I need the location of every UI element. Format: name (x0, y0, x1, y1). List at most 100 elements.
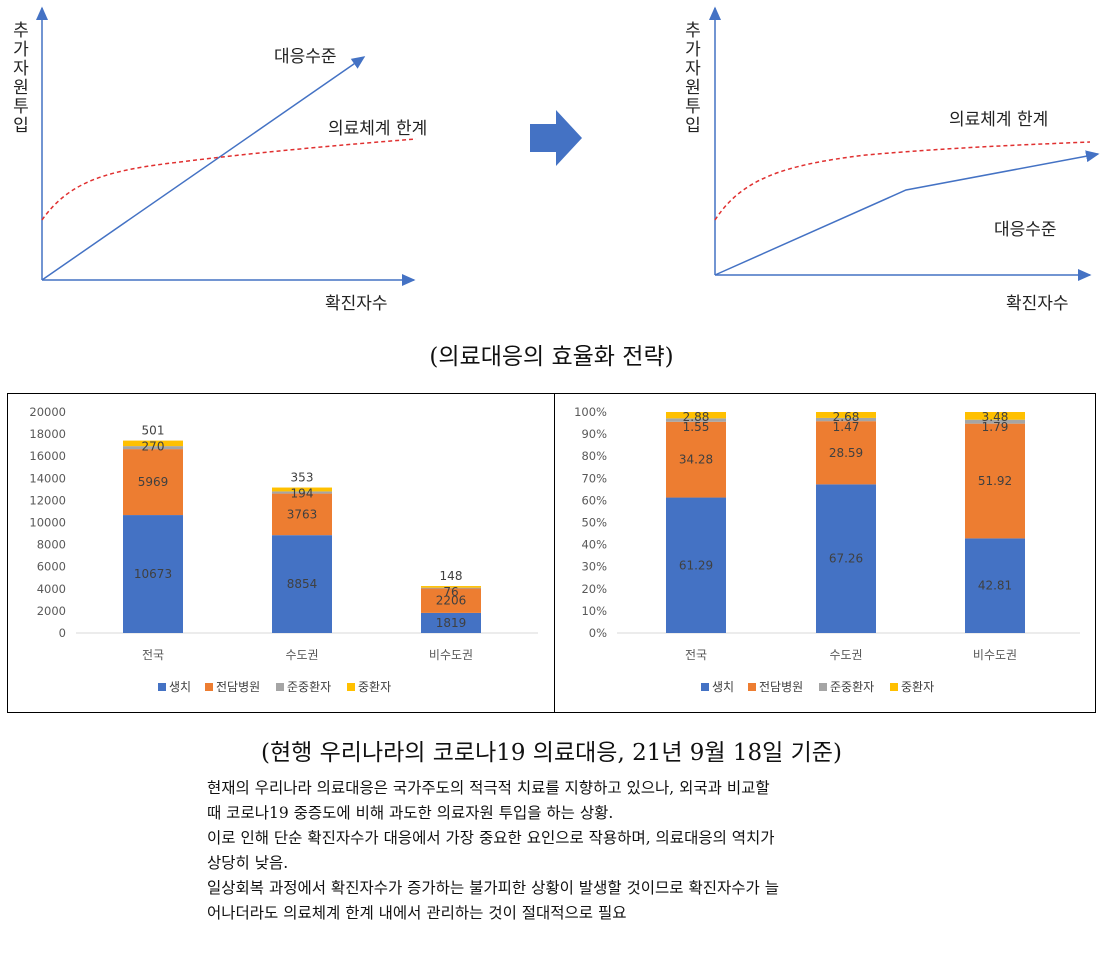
legend-entry: 생치 (169, 680, 191, 694)
data-label: 501 (142, 424, 165, 438)
legend-swatch (347, 683, 355, 691)
data-label: 1.79 (982, 420, 1009, 434)
right-response-line (714, 150, 1100, 276)
legend-swatch (748, 683, 756, 691)
bar-segment (965, 419, 1025, 424)
category-label: 수도권 (829, 648, 862, 662)
y-tick-label: 8000 (37, 538, 66, 552)
chart-percent: 0% 10% 20% 30% 40% 50% 60% 70% 80% 90% 100% 61.29 34… (574, 405, 1080, 694)
bar-segment (666, 412, 726, 419)
bar-segment (816, 417, 876, 422)
status-caption: (현행 우리나라의 코로나19 의료대응, 21년 9월 18일 기준) (261, 740, 842, 766)
legend-entry: 준중환자 (287, 680, 331, 694)
y-tick-label: 90% (581, 427, 607, 441)
right-diagram-graphics (709, 6, 1100, 281)
category-label: 수도권 (285, 648, 318, 662)
category-label: 전국 (685, 648, 707, 662)
left-response-label: 대응수준 (274, 47, 337, 67)
bar-segment (965, 423, 1025, 539)
category-label: 전국 (142, 648, 164, 662)
status-paragraph: 현재의 우리나라 의료대응은 국가주도의 적극적 치료를 지향하고 있으나, 외… (207, 776, 927, 926)
data-label: 51.92 (978, 474, 1012, 488)
data-label: 2.68 (833, 410, 860, 424)
right-x-axis-label: 확진자수 (1006, 294, 1069, 314)
y-tick-label: 80% (581, 449, 607, 463)
y-tick-label: 40% (581, 538, 607, 552)
legend-swatch (276, 683, 284, 691)
category-label: 비수도권 (429, 648, 473, 662)
paragraph-line: 이로 인해 단순 확진자수가 대응에서 가장 중요한 요인으로 작용하며, 의료… (207, 829, 775, 847)
bar-segment (421, 587, 481, 589)
right-limit-curve (714, 141, 1091, 221)
legend-swatch (890, 683, 898, 691)
data-label: 3.48 (982, 410, 1009, 424)
data-label: 1.55 (683, 420, 710, 434)
paragraph-line: 상당히 낮음. (207, 854, 289, 872)
y-tick-label: 4000 (37, 582, 66, 596)
bar-segment (816, 412, 876, 418)
data-label: 76 (443, 585, 458, 599)
data-label: 148 (440, 569, 463, 583)
legend-entry: 생치 (712, 680, 734, 694)
data-label: 194 (291, 487, 314, 501)
concept-caption: (의료대응의 효율화 전략) (429, 344, 674, 370)
left-limit-curve (41, 138, 417, 221)
right-limit-label: 의료체계 한계 (949, 110, 1049, 130)
y-tick-label: 14000 (29, 471, 66, 485)
legend-swatch (158, 683, 166, 691)
legend-entry: 중환자 (901, 680, 934, 694)
bar-segment (965, 538, 1025, 633)
legend-entry: 전담병원 (216, 680, 260, 694)
data-label: 10673 (134, 567, 172, 581)
y-tick-label: 10% (581, 604, 607, 618)
bar-segment (123, 446, 183, 450)
bar-segment (666, 421, 726, 498)
y-tick-label: 20000 (29, 405, 66, 419)
bar-segment (123, 440, 183, 447)
paragraph-line: 어나더라도 의료체계 한계 내에서 관리하는 것이 절대적으로 필요 (207, 904, 627, 922)
data-label: 8854 (287, 577, 318, 591)
y-tick-label: 10000 (29, 516, 66, 530)
y-tick-label: 70% (581, 471, 607, 485)
category-label: 비수도권 (973, 648, 1017, 662)
bar-segment (666, 418, 726, 422)
left-x-axis-label: 확진자수 (325, 294, 388, 314)
bar-segment (272, 493, 332, 536)
legend-swatch (205, 683, 213, 691)
y-tick-label: 0 (59, 626, 66, 640)
bar-segment (123, 449, 183, 516)
paragraph-line: 일상회복 과정에서 확진자수가 증가하는 불가피한 상황이 발생할 것이므로 확… (207, 879, 779, 897)
chart-panel-percent: 0% 10% 20% 30% 40% 50% 60% 70% 80% 90% 100% 61.29 34… (554, 393, 1096, 713)
data-label: 67.26 (829, 552, 863, 566)
y-tick-label: 20% (581, 582, 607, 596)
data-label: 1819 (436, 616, 467, 630)
legend-swatch (819, 683, 827, 691)
chart-panel-counts: 0 2000 4000 6000 8000 10000 12000 14000 16000 180… (7, 393, 555, 713)
data-label: 42.81 (978, 579, 1012, 593)
paragraph-line: 현재의 우리나라 의료대응은 국가주도의 적극적 치료를 지향하고 있으나, 외… (207, 779, 770, 797)
bar-segment (123, 515, 183, 633)
y-tick-label: 6000 (37, 560, 66, 574)
data-label: 61.29 (679, 558, 713, 572)
data-label: 28.59 (829, 446, 863, 460)
bar-segment (421, 586, 481, 588)
y-tick-label: 16000 (29, 449, 66, 463)
y-tick-label: 50% (581, 516, 607, 530)
y-tick-label: 30% (581, 560, 607, 574)
right-arrow-icon (530, 110, 582, 166)
y-tick-label: 100% (574, 405, 607, 419)
left-response-line (41, 56, 366, 281)
data-label: 34.28 (679, 453, 713, 467)
data-label: 270 (142, 440, 165, 454)
bar-segment (272, 491, 332, 494)
bar-segment (421, 588, 481, 613)
legend-entry: 중환자 (358, 680, 391, 694)
chart-counts: 0 2000 4000 6000 8000 10000 12000 14000 16000 180… (29, 405, 538, 694)
bar-segment (816, 421, 876, 485)
bar-segment (272, 487, 332, 492)
data-label: 3763 (287, 507, 318, 521)
